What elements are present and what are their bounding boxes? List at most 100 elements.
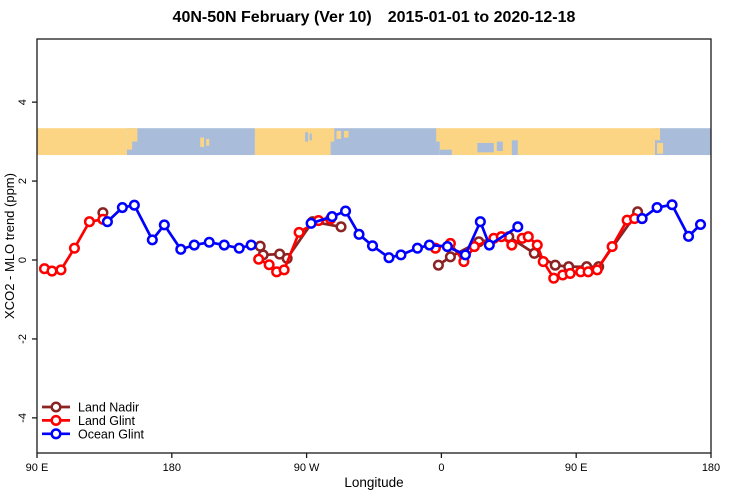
data-point-ocean-glint bbox=[101, 216, 113, 228]
data-point-ocean-glint bbox=[441, 241, 453, 253]
map-band-detail-land bbox=[344, 130, 349, 138]
data-point-ocean-glint bbox=[175, 243, 187, 255]
map-band-detail-land bbox=[206, 138, 210, 146]
x-axis-title: Longitude bbox=[344, 475, 403, 490]
data-point-land-glint bbox=[55, 264, 67, 276]
map-band-detail-ocean bbox=[305, 132, 309, 142]
plot-box bbox=[36, 38, 712, 454]
map-band-detail-ocean bbox=[496, 141, 503, 152]
data-point-ocean-glint bbox=[651, 201, 663, 214]
legend-marker bbox=[50, 414, 62, 426]
data-point-ocean-glint bbox=[158, 219, 170, 231]
data-point-ocean-glint bbox=[423, 239, 435, 251]
chart-title-dates: 2015-01-01 to 2020-12-18 bbox=[387, 9, 576, 26]
y-tick-label: 4 bbox=[17, 99, 29, 105]
map-band-detail-land bbox=[436, 128, 440, 142]
data-point-ocean-glint bbox=[512, 221, 524, 233]
data-point-ocean-glint bbox=[366, 240, 379, 252]
data-point-ocean-glint bbox=[666, 199, 678, 211]
map-band-detail-ocean bbox=[439, 149, 452, 156]
chart-title: 40N-50N February (Ver 10) 2015-01-01 to … bbox=[37, 9, 711, 27]
data-point-ocean-glint bbox=[353, 228, 365, 240]
x-axis: 90 E 180 90 W 0 90 E 180 bbox=[26, 453, 720, 474]
data-point-land-glint bbox=[582, 266, 594, 278]
map-band bbox=[37, 128, 711, 156]
map-band-detail-ocean bbox=[309, 133, 312, 141]
data-point-land-glint bbox=[263, 259, 275, 271]
data-point-ocean-glint bbox=[218, 239, 230, 251]
data-point-ocean-glint bbox=[116, 201, 128, 214]
data-point-ocean-glint bbox=[682, 230, 695, 242]
x-tick-label: 180 bbox=[163, 462, 181, 474]
map-band-detail-land bbox=[200, 137, 205, 147]
data-point-land-glint bbox=[531, 239, 543, 251]
data-point-land-glint bbox=[83, 216, 95, 228]
legend-marker bbox=[50, 401, 62, 413]
legend-label: Land Glint bbox=[78, 414, 136, 428]
chart-title-region: 40N-50N February (Ver 10) bbox=[172, 9, 372, 26]
data-point-land-nadir bbox=[432, 259, 444, 271]
y-tick-label: 2 bbox=[17, 178, 29, 184]
x-tick-label: 90 E bbox=[26, 462, 49, 474]
data-point-land-glint bbox=[537, 256, 549, 268]
data-point-ocean-glint bbox=[411, 242, 423, 254]
series-line-ocean-glint bbox=[106, 203, 252, 251]
series-ocean-glint bbox=[101, 199, 707, 264]
x-tick-label: 0 bbox=[438, 462, 444, 474]
data-point-ocean-glint bbox=[395, 249, 407, 261]
legend-label: Land Nadir bbox=[78, 401, 139, 415]
data-point-land-nadir bbox=[254, 240, 266, 252]
y-axis: 4 2 0 -2 -4 bbox=[17, 99, 37, 423]
map-band-detail-land bbox=[657, 142, 664, 154]
map-band-ocean bbox=[126, 128, 255, 156]
data-point-ocean-glint bbox=[483, 239, 495, 251]
series-land-glint bbox=[38, 213, 648, 284]
data-point-land-glint bbox=[591, 264, 603, 276]
data-point-ocean-glint bbox=[233, 242, 245, 254]
data-point-land-glint bbox=[253, 253, 265, 265]
data-point-land-nadir bbox=[335, 221, 347, 233]
data-point-ocean-glint bbox=[305, 217, 317, 229]
data-point-land-glint bbox=[46, 265, 58, 277]
data-point-ocean-glint bbox=[383, 252, 395, 264]
map-band-ocean bbox=[330, 128, 440, 156]
y-tick-label: -4 bbox=[17, 413, 29, 423]
map-band-detail-land bbox=[336, 130, 342, 139]
data-point-land-glint bbox=[522, 231, 534, 243]
x-tick-label: 90 W bbox=[294, 462, 320, 474]
y-tick-label: -2 bbox=[17, 334, 29, 344]
legend-label: Ocean Glint bbox=[78, 427, 145, 441]
map-band-detail-land bbox=[126, 141, 133, 150]
x-tick-label: 180 bbox=[702, 462, 720, 474]
data-point-land-glint bbox=[506, 239, 518, 251]
data-point-land-glint bbox=[293, 226, 305, 238]
map-band-land bbox=[254, 128, 331, 156]
map-band-detail-land bbox=[654, 128, 661, 141]
data-point-ocean-glint bbox=[636, 213, 648, 225]
y-tick-label: 0 bbox=[17, 257, 29, 263]
data-point-ocean-glint bbox=[459, 249, 471, 261]
map-band-land bbox=[37, 128, 127, 156]
series-land-nadir bbox=[97, 206, 644, 273]
data-point-land-glint bbox=[564, 267, 576, 279]
data-point-ocean-glint bbox=[694, 218, 707, 231]
data-point-land-glint bbox=[606, 241, 618, 253]
data-point-ocean-glint bbox=[188, 239, 200, 251]
map-band-detail-ocean bbox=[511, 140, 518, 156]
data-point-land-nadir bbox=[549, 259, 561, 271]
data-point-land-glint bbox=[68, 242, 80, 254]
map-band-detail-land bbox=[126, 128, 138, 142]
data-point-ocean-glint bbox=[128, 199, 140, 211]
data-point-ocean-glint bbox=[245, 239, 257, 251]
data-point-land-glint bbox=[278, 264, 290, 276]
map-band-ocean bbox=[654, 128, 711, 156]
y-axis-title: XCO2 - MLO trend (ppm) bbox=[2, 173, 17, 319]
legend-marker bbox=[50, 428, 62, 440]
data-point-ocean-glint bbox=[203, 236, 215, 248]
map-band-detail-ocean bbox=[477, 142, 494, 153]
data-point-land-glint bbox=[548, 272, 560, 284]
data-point-land-nadir bbox=[444, 251, 456, 263]
